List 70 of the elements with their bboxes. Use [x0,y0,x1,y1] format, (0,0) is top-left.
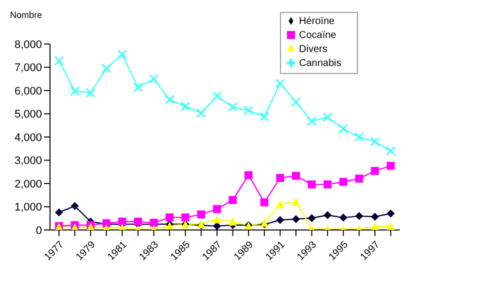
legend-label: Héroïne [299,16,335,27]
point [117,50,127,60]
point [181,213,190,222]
point [276,216,284,224]
point [149,74,159,84]
y-tick-label: 2,000 [14,178,42,190]
point [260,112,270,122]
y-tick-label: 7,000 [14,62,42,74]
point [308,180,316,188]
point [196,108,206,118]
point [70,86,80,96]
point [164,94,174,104]
point [324,180,332,188]
y-tick-label: 1,000 [14,202,42,214]
point [354,132,364,142]
point [70,202,79,210]
point [339,214,348,222]
point [134,218,142,226]
legend-label: Divers [299,44,328,55]
point [244,106,254,116]
point [355,212,364,220]
y-axis-title: Nombre [10,10,42,20]
point [324,211,332,220]
point [212,91,222,101]
y-tick-label: 5,000 [14,108,42,121]
point [275,78,285,88]
point [276,174,284,182]
point [86,88,96,98]
point [180,102,190,112]
point [212,215,221,224]
point [370,212,379,221]
point [370,166,379,175]
point [339,178,348,186]
point [386,209,395,218]
point [307,116,316,126]
y-tick-label: 3,000 [14,155,42,168]
point [292,172,300,180]
legend-label: Cocaïne [299,30,336,41]
point [166,213,174,222]
y-tick-label: 0 [36,224,42,237]
point [228,196,237,204]
point [291,97,301,107]
point [370,222,379,230]
point [133,82,143,92]
y-tick-label: 4,000 [14,132,42,144]
point [338,124,348,134]
point [260,198,268,206]
point [54,56,64,66]
point [370,136,380,146]
point [308,214,316,222]
point [55,208,63,216]
point [212,205,221,214]
legend-label: Cannabis [299,58,342,69]
point [102,64,112,74]
point [228,218,237,226]
y-tick-label: 6,000 [14,85,42,98]
point [322,112,332,122]
point [386,146,396,156]
point [386,162,395,170]
point [197,210,206,218]
point [386,222,395,230]
point [212,222,221,230]
point [292,215,300,224]
point [228,102,238,112]
point [244,171,253,180]
point [355,174,364,183]
point [276,200,284,208]
point [118,218,126,226]
point [292,198,300,206]
y-tick-label: 8,000 [14,38,42,51]
